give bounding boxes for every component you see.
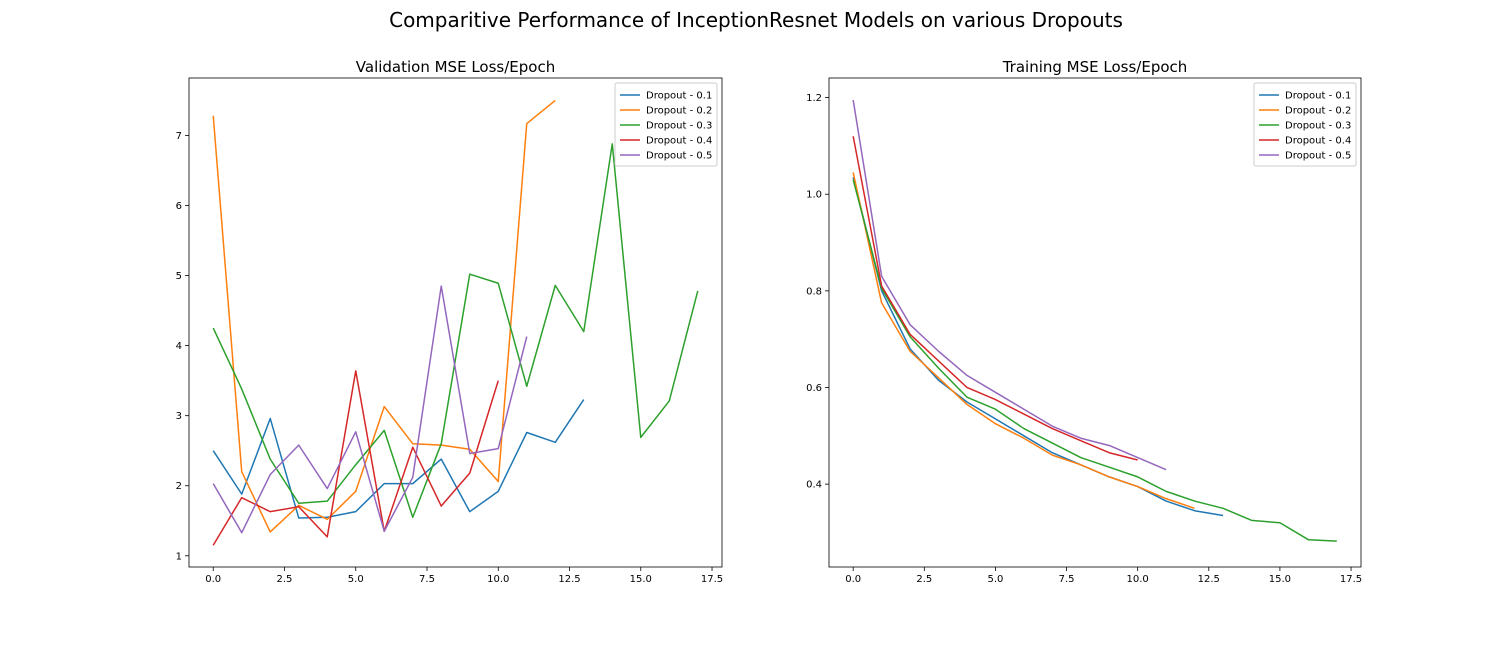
- validation-x-tick-label: 0.0: [205, 574, 221, 585]
- validation-y-tick-label: 7: [176, 131, 182, 142]
- validation-chart-title: Validation MSE Loss/Epoch: [356, 58, 555, 76]
- validation-y-tick-label: 5: [176, 271, 182, 282]
- figure-title: Comparitive Performance of InceptionResn…: [389, 8, 1123, 32]
- validation-x-tick-label: 7.5: [419, 574, 435, 585]
- validation-x-tick-label: 10.0: [487, 574, 509, 585]
- validation-legend: [614, 82, 718, 167]
- validation-legend-label-dropout-0-3: Dropout - 0.3: [646, 121, 712, 132]
- validation-legend-label-dropout-0-1: Dropout - 0.1: [646, 91, 712, 102]
- validation-y-tick-label: 2: [176, 481, 182, 492]
- validation-series-dropout-0-5-line: [212, 285, 528, 534]
- validation-x-tick-label: 2.5: [277, 574, 293, 585]
- validation-x-tick-label: 15.0: [630, 574, 652, 585]
- validation-x-tick-label: 12.5: [558, 574, 580, 585]
- validation-series-dropout-0-4-line: [212, 370, 499, 546]
- validation-y-tick-label: 1: [176, 551, 182, 562]
- validation-y-tick-label: 6: [176, 201, 182, 212]
- validation-series-dropout-0-1-line: [212, 399, 585, 519]
- validation-axes-frame: [188, 77, 723, 568]
- validation-series-dropout-0-2-line: [212, 99, 556, 533]
- validation-legend-label-dropout-0-2: Dropout - 0.2: [646, 106, 712, 117]
- validation-legend-label-dropout-0-4: Dropout - 0.4: [646, 136, 712, 147]
- validation-x-tick-label: 17.5: [701, 574, 723, 585]
- validation-legend-label-dropout-0-5: Dropout - 0.5: [646, 151, 712, 162]
- validation-y-tick-label: 4: [176, 341, 182, 352]
- validation-x-tick-label: 5.0: [348, 574, 364, 585]
- validation-series-dropout-0-3-line: [212, 143, 699, 519]
- validation-y-tick-label: 3: [176, 411, 182, 422]
